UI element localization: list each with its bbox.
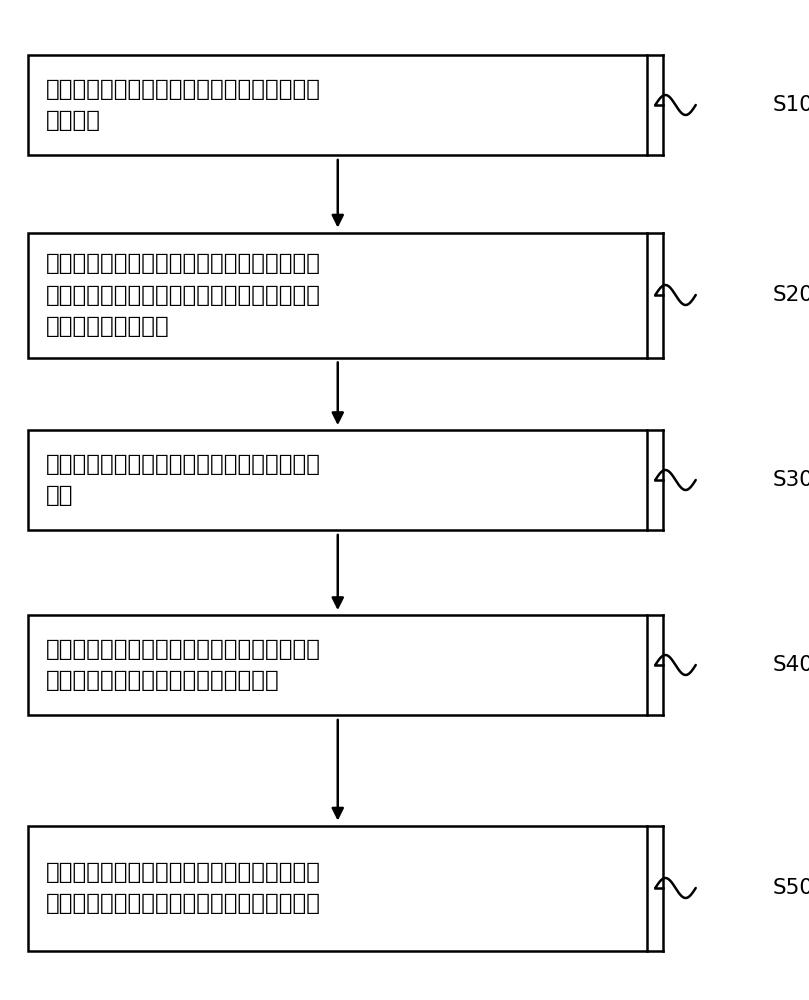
Text: 识别待修整的牙齿模型上位于球形区域内的可
见点: 识别待修整的牙齿模型上位于球形区域内的可 见点	[46, 453, 321, 507]
FancyBboxPatch shape	[28, 615, 647, 715]
Text: 以新的牙齿模型作为待修整的牙齿模型，重复
上述步骤，直至生成符合预设要求的牙齿模型: 以新的牙齿模型作为待修整的牙齿模型，重复 上述步骤，直至生成符合预设要求的牙齿模…	[46, 861, 321, 915]
Text: 获取待修整的牙齿模型的可见面上的修整基点
，以修整基点为球心，构建一个半径等于预设
选择半径的球形区域: 获取待修整的牙齿模型的可见面上的修整基点 ，以修整基点为球心，构建一个半径等于预…	[46, 252, 321, 338]
Text: 基于预设蜡型高度移动可见点，以在球形区域
内添加或擦除蜡型，生成新的牙齿模型: 基于预设蜡型高度移动可见点，以在球形区域 内添加或擦除蜡型，生成新的牙齿模型	[46, 638, 321, 692]
Text: S300: S300	[773, 470, 809, 490]
Text: S200: S200	[773, 285, 809, 305]
Text: S100: S100	[773, 95, 809, 115]
FancyBboxPatch shape	[28, 55, 647, 155]
FancyBboxPatch shape	[28, 430, 647, 530]
FancyBboxPatch shape	[28, 826, 647, 950]
Text: S400: S400	[773, 655, 809, 675]
FancyBboxPatch shape	[28, 232, 647, 358]
Text: S500: S500	[773, 878, 809, 898]
Text: 获取待修整的牙齿模型、预设选择半径及预设
蜡型高度: 获取待修整的牙齿模型、预设选择半径及预设 蜡型高度	[46, 78, 321, 132]
